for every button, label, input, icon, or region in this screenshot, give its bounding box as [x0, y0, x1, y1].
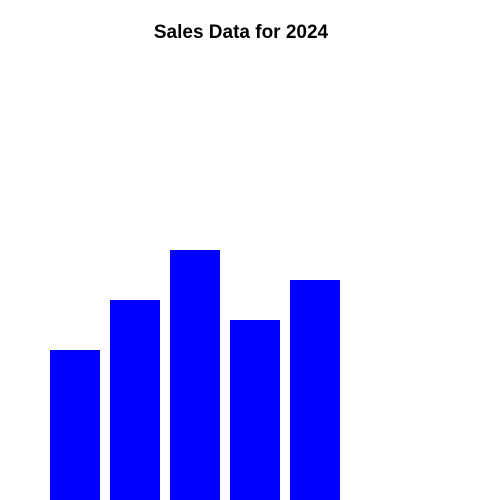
bar: [50, 350, 100, 500]
chart-title: Sales Data for 2024: [154, 22, 329, 43]
bar: [290, 280, 340, 500]
bar: [230, 320, 280, 500]
bar: [110, 300, 160, 500]
bar: [170, 250, 220, 500]
